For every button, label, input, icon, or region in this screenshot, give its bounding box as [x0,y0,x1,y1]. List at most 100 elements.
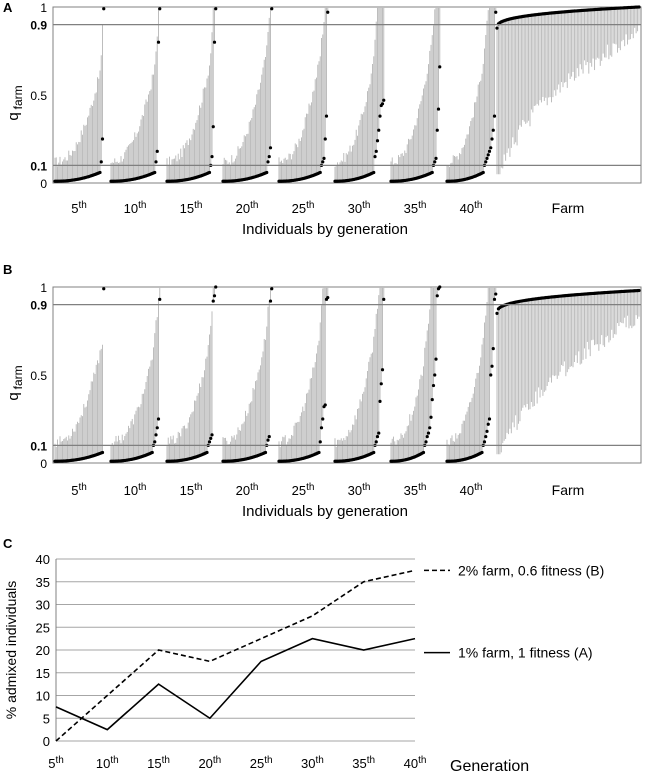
panel-a-letter: A [3,0,13,15]
x-tick-label-30: 30th [301,755,324,771]
legend-label-1: 2% farm, 0.6 fitness (B) [458,562,604,578]
x-axis-label: Individuals by generation [242,503,408,520]
y-tick-label: 1 [40,1,47,15]
data-point [375,139,380,143]
data-point [377,431,381,435]
group-label-5: 5th [71,482,87,498]
data-point [435,128,439,132]
data-point [382,297,386,301]
data-point [486,153,490,157]
data-point [214,285,218,289]
data-point [323,137,327,141]
data-point [438,65,442,69]
data-point [153,170,157,175]
data-point [319,426,324,430]
data-point [211,299,215,303]
group-label-35: 35th [404,200,427,216]
group-label-5: 5th [71,200,87,216]
x-tick-label-40: 40th [404,755,427,771]
data-point [154,433,158,437]
data-point [435,294,439,298]
x-tick-label-25: 25th [250,755,273,771]
group-label-15: 15th [180,482,203,498]
data-point [153,440,157,444]
data-point [430,170,434,175]
data-point [424,440,428,444]
data-point [429,415,433,419]
y-tick-label: 1 [40,281,47,295]
plot-frame [52,286,642,464]
y-tick-label: 0.5 [30,89,47,103]
group-label-25: 25th [292,482,315,498]
series-line-2 [55,637,416,731]
data-point [485,429,489,433]
panel-a: A 1 0.9 0.5 0.1 0 qfarm 5th 10th 15th 20th 25th 30t… [3,0,642,238]
data-point [150,450,154,455]
data-point [321,160,325,164]
data-point [212,294,217,298]
group-label-farm: Farm [552,482,585,498]
data-point [322,156,326,160]
data-point [266,160,270,164]
group-label-40: 40th [460,482,483,498]
data-point [484,160,488,164]
data-point [98,170,102,175]
data-point [207,440,212,444]
y-tick-label: 35 [36,575,50,590]
data-point [102,7,106,11]
data-point [482,440,487,444]
data-point [438,285,442,289]
data-point [433,160,437,164]
data-point [270,287,274,291]
data-point [428,426,432,430]
y-tick-label: 0.1 [30,159,47,173]
data-point [209,436,213,440]
data-point [207,170,212,175]
data-point [102,287,106,291]
farm-data-point [495,311,499,315]
data-point [434,357,438,361]
group-label-30: 30th [348,482,371,498]
y-tick-label: 0 [43,734,50,749]
data-point [380,368,385,372]
data-point [267,155,271,159]
y-tick-label: 25 [36,620,50,635]
group-label-20: 20th [236,482,259,498]
data-point [156,40,161,44]
data-point [158,7,162,11]
data-point [421,450,426,455]
group-label-30: 30th [348,200,371,216]
y-tick-label: 40 [36,552,50,567]
group-label-farm: Farm [552,200,585,216]
x-tick-label-15: 15th [147,755,170,771]
data-point [154,160,158,164]
data-point [484,435,488,439]
data-point [326,295,330,300]
data-point [374,440,378,444]
y-tick-label: 0 [40,177,47,191]
data-point [480,450,484,455]
data-point [378,399,382,403]
data-point [485,156,489,160]
data-point [426,431,431,435]
data-point [494,10,498,14]
data-point [487,417,492,421]
y-tick-label: 20 [36,643,50,658]
data-point [425,435,429,439]
data-point [490,364,494,368]
data-point [326,10,330,14]
y-tick-label: 0 [40,457,47,471]
data-point [378,114,382,118]
group-label-20: 20th [236,200,259,216]
data-point [373,155,377,159]
farm-data-point [495,26,499,30]
x-tick-label-20: 20th [198,755,221,771]
data-point [158,297,162,301]
data-point [268,299,273,303]
data-point [375,435,380,439]
farm-data-point [637,288,641,293]
x-tick-label-5: 5th [48,755,64,771]
series-line-1 [55,569,416,742]
data-point [481,170,485,175]
x-axis-label: Individuals by generation [242,221,408,238]
